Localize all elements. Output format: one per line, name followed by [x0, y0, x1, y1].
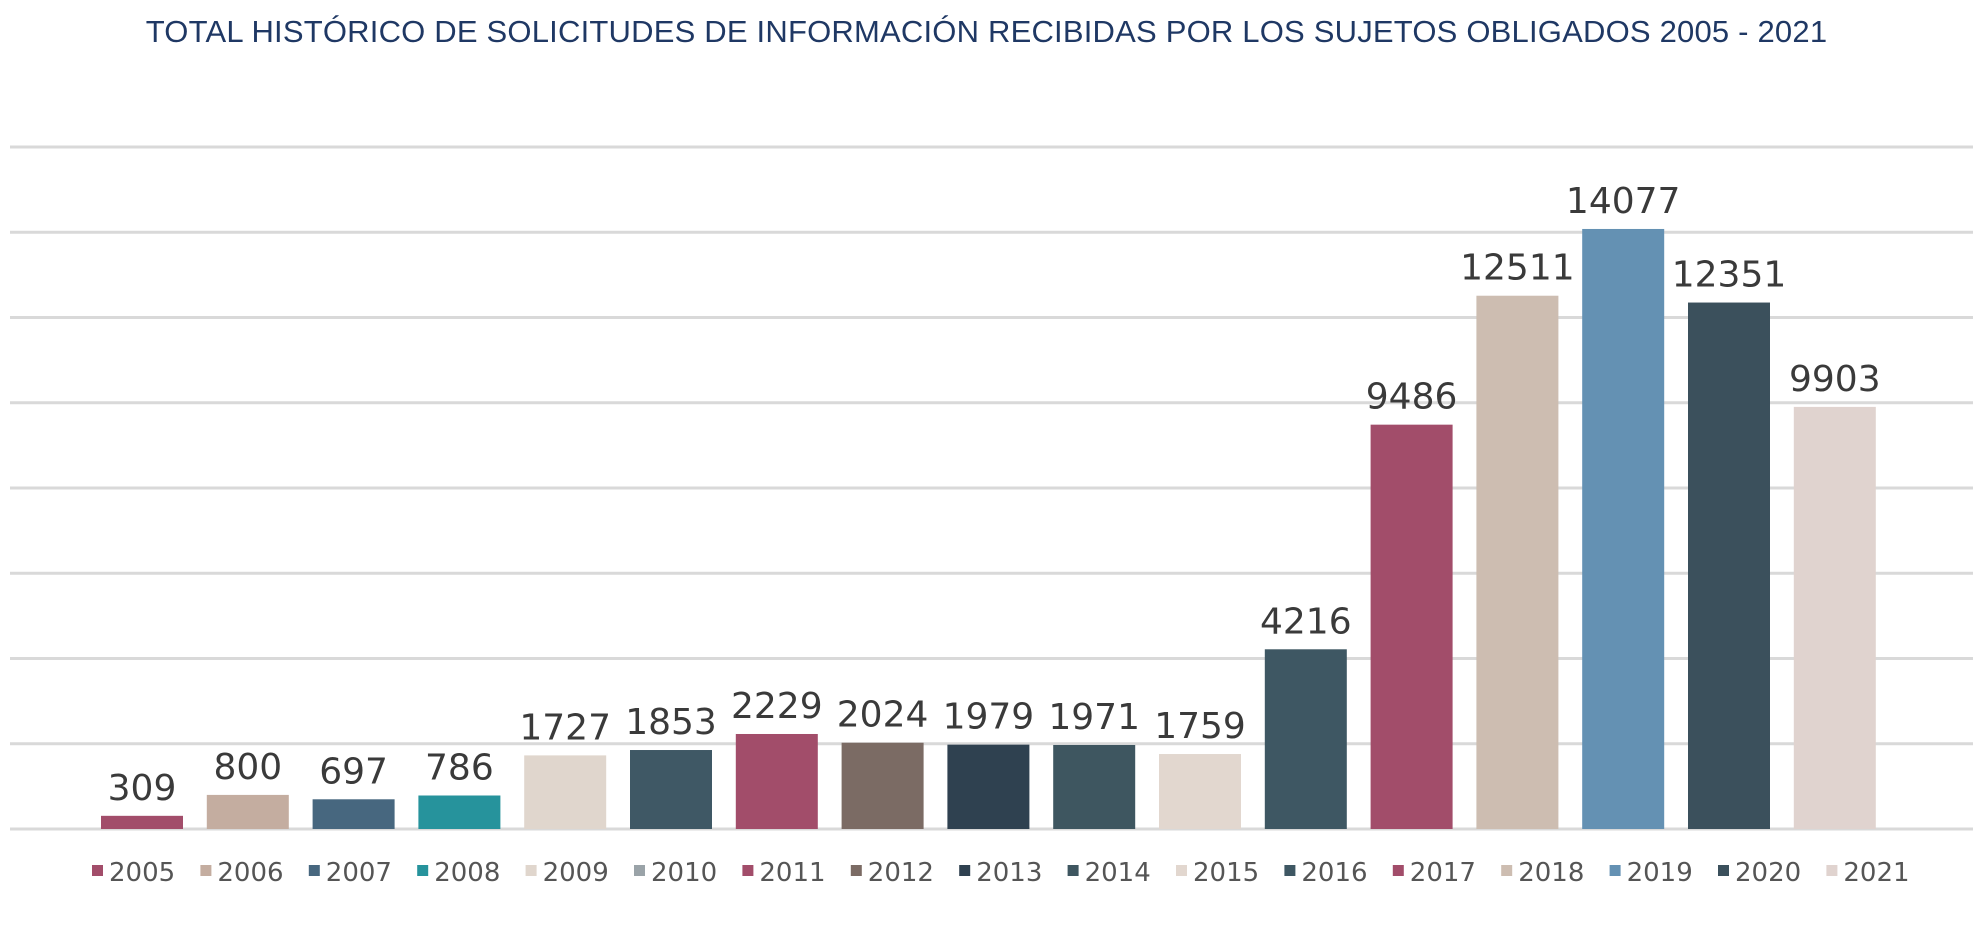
legend-swatch-2020 — [1718, 865, 1729, 876]
legend-label-2014: 2014 — [1085, 858, 1151, 888]
value-label-2020: 12351 — [1672, 255, 1787, 296]
bar-2011 — [735, 733, 818, 829]
legend-label-2021: 2021 — [1843, 858, 1909, 888]
legend-label-2016: 2016 — [1301, 858, 1367, 888]
legend-item-2010: 2010 — [634, 858, 717, 888]
bar-2015 — [1159, 754, 1241, 829]
legend-item-2008: 2008 — [417, 858, 500, 888]
legend-label-2008: 2008 — [434, 858, 500, 888]
legend-swatch-2014 — [1067, 865, 1079, 876]
legend-swatch-2016 — [1284, 865, 1296, 876]
value-label-2021: 9903 — [1789, 359, 1881, 400]
legend-label-2005: 2005 — [109, 858, 175, 888]
bar-2013 — [947, 744, 1030, 829]
legend-item-2020: 2020 — [1718, 858, 1801, 888]
bar-2009 — [524, 755, 607, 829]
legend-swatch-2006 — [200, 865, 212, 876]
legend-label-2020: 2020 — [1735, 858, 1801, 888]
legend-swatch-2021 — [1826, 865, 1838, 876]
legend-swatch-2010 — [634, 865, 645, 876]
legend-item-2015: 2015 — [1176, 858, 1259, 888]
bar-2016 — [1264, 649, 1347, 829]
legend-swatch-2017 — [1392, 865, 1404, 876]
bar-2008 — [418, 795, 501, 829]
value-label-2007: 697 — [319, 751, 388, 792]
bar-2020 — [1688, 302, 1770, 829]
legend-item-2006: 2006 — [200, 858, 284, 888]
legend-label-2018: 2018 — [1518, 858, 1584, 888]
legend-label-2009: 2009 — [543, 858, 609, 888]
legend-swatch-2009 — [525, 865, 537, 876]
legend-item-2011: 2011 — [742, 858, 826, 888]
value-label-2009: 1727 — [519, 707, 611, 748]
legend-item-2016: 2016 — [1284, 858, 1368, 888]
value-label-2013: 1979 — [943, 697, 1035, 738]
value-label-2006: 800 — [213, 747, 282, 788]
value-label-2010: 1853 — [625, 702, 717, 743]
legend-label-2007: 2007 — [326, 858, 392, 888]
value-label-2011: 2229 — [731, 686, 823, 727]
bar-2019 — [1582, 228, 1665, 829]
legend-label-2017: 2017 — [1410, 858, 1476, 888]
legend-item-2009: 2009 — [525, 858, 609, 888]
bar-2010 — [630, 750, 712, 829]
value-label-2014: 1971 — [1048, 697, 1140, 738]
value-label-2019: 14077 — [1566, 181, 1681, 222]
legend-swatch-2007 — [308, 865, 320, 876]
value-label-2017: 9486 — [1366, 377, 1458, 418]
value-label-2008: 786 — [425, 747, 494, 788]
bars — [101, 228, 1876, 829]
bar-2017 — [1370, 424, 1453, 829]
legend-swatch-2019 — [1609, 865, 1621, 876]
legend-label-2006: 2006 — [217, 858, 283, 888]
legend-label-2011: 2011 — [759, 858, 825, 888]
legend-swatch-2013 — [959, 865, 971, 876]
bar-2014 — [1053, 744, 1136, 829]
legend-label-2010: 2010 — [651, 858, 717, 888]
bar-2018 — [1476, 295, 1559, 829]
legend-swatch-2005 — [92, 865, 103, 876]
legend-item-2014: 2014 — [1067, 858, 1151, 888]
legend-item-2021: 2021 — [1826, 858, 1910, 888]
legend-label-2015: 2015 — [1193, 858, 1259, 888]
legend-swatch-2011 — [742, 865, 754, 876]
legend-item-2019: 2019 — [1609, 858, 1693, 888]
legend: 2005 2006 2007 2008 2009 2010 2011 2012 2013 2014… — [92, 858, 1910, 888]
value-label-2005: 309 — [108, 768, 177, 809]
legend-label-2012: 2012 — [868, 858, 934, 888]
legend-item-2017: 2017 — [1392, 858, 1476, 888]
legend-item-2018: 2018 — [1501, 858, 1584, 888]
legend-swatch-2012 — [850, 865, 862, 876]
legend-item-2012: 2012 — [850, 858, 934, 888]
bar-2005 — [101, 815, 183, 829]
value-label-2012: 2024 — [837, 695, 929, 736]
legend-label-2019: 2019 — [1627, 858, 1693, 888]
value-labels: 309 800 697 786 1727 1853 2229 2024 1979 1971 1759… — [108, 181, 1881, 809]
legend-item-2005: 2005 — [92, 858, 175, 888]
value-label-2015: 1759 — [1154, 706, 1246, 747]
legend-swatch-2015 — [1176, 865, 1187, 876]
legend-swatch-2018 — [1501, 865, 1513, 876]
bar-2012 — [841, 742, 924, 829]
legend-label-2013: 2013 — [976, 858, 1042, 888]
bar-2006 — [206, 794, 289, 829]
value-label-2018: 12511 — [1460, 248, 1575, 289]
bar-2007 — [312, 799, 395, 829]
legend-item-2013: 2013 — [959, 858, 1042, 888]
bar-2021 — [1793, 406, 1876, 829]
value-label-2016: 4216 — [1260, 601, 1352, 642]
legend-swatch-2008 — [417, 865, 429, 876]
legend-item-2007: 2007 — [308, 858, 392, 888]
chart-title: TOTAL HISTÓRICO DE SOLICITUDES DE INFORM… — [145, 14, 1828, 49]
